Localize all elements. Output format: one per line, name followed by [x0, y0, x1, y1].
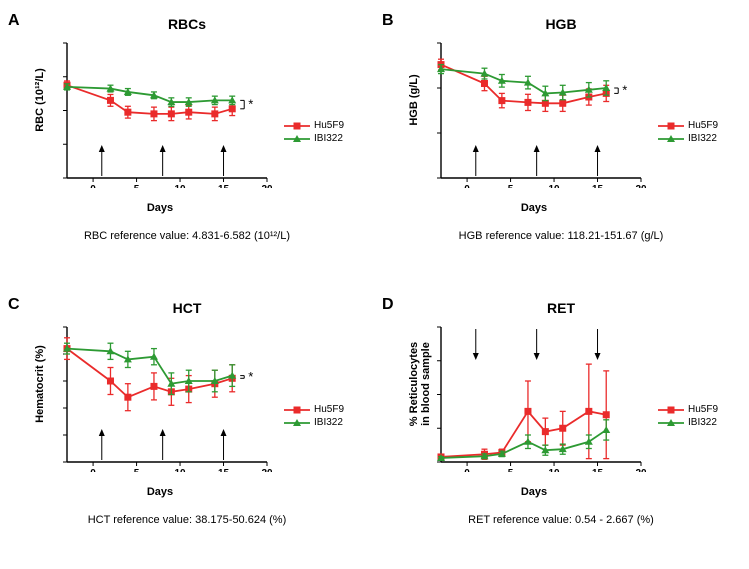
panel-b-chart: 05101520050100150* — [436, 38, 646, 188]
panel-c-title: HCT — [0, 300, 374, 316]
svg-text:20: 20 — [635, 184, 646, 188]
svg-text:15: 15 — [592, 184, 604, 188]
panel-a-xlabel: Days — [55, 202, 265, 214]
panel-a-legend: Hu5F9IBI322 — [284, 120, 344, 146]
panel-d-legend: Hu5F9IBI322 — [658, 404, 718, 430]
svg-text:*: * — [622, 83, 627, 98]
panel-c: C HCT 0510152001020304050* Hematocrit (%… — [0, 284, 374, 568]
svg-text:10: 10 — [548, 184, 560, 188]
svg-text:5: 5 — [508, 184, 514, 188]
panel-b-caption: HGB reference value: 118.21-151.67 (g/L) — [374, 230, 748, 242]
panel-b-ylabel: HGB (g/L) — [408, 40, 420, 160]
panel-c-caption: HCT reference value: 38.175-50.624 (%) — [0, 514, 374, 526]
panel-b-title: HGB — [374, 16, 748, 32]
svg-text:0: 0 — [90, 184, 96, 188]
svg-text:10: 10 — [174, 184, 186, 188]
panel-c-ylabel: Hematocrit (%) — [34, 324, 46, 444]
svg-text:15: 15 — [218, 184, 230, 188]
panel-b: B HGB 05101520050100150* HGB (g/L) Days … — [374, 0, 748, 284]
panel-a-ylabel: RBC (10¹²/L) — [34, 35, 46, 165]
svg-text:20: 20 — [261, 468, 272, 472]
panel-c-chart: 0510152001020304050* — [62, 322, 272, 472]
svg-text:0: 0 — [464, 468, 470, 472]
svg-text:20: 20 — [261, 184, 272, 188]
panel-d-xlabel: Days — [429, 486, 639, 498]
panel-d-caption: RET reference value: 0.54 - 2.667 (%) — [374, 514, 748, 526]
svg-text:*: * — [248, 369, 253, 384]
svg-text:10: 10 — [174, 468, 186, 472]
svg-text:15: 15 — [592, 468, 604, 472]
svg-text:0: 0 — [90, 468, 96, 472]
panel-a-chart: 0510152002468* — [62, 38, 272, 188]
panel-d-ylabel: % Reticulocytes in blood sample — [408, 314, 432, 454]
svg-text:5: 5 — [134, 184, 140, 188]
svg-text:20: 20 — [635, 468, 646, 472]
panel-a: A RBCs 0510152002468* RBC (10¹²/L) Days … — [0, 0, 374, 284]
panel-c-xlabel: Days — [55, 486, 265, 498]
svg-text:15: 15 — [218, 468, 230, 472]
svg-text:10: 10 — [548, 468, 560, 472]
panel-c-legend: Hu5F9IBI322 — [284, 404, 344, 430]
svg-text:5: 5 — [508, 468, 514, 472]
panel-d: D RET 05101520010203040 % Reticulocytes … — [374, 284, 748, 568]
svg-text:*: * — [248, 97, 253, 112]
panel-b-legend: Hu5F9IBI322 — [658, 120, 718, 146]
panel-d-chart: 05101520010203040 — [436, 322, 646, 472]
svg-text:5: 5 — [134, 468, 140, 472]
svg-text:0: 0 — [464, 184, 470, 188]
panel-b-xlabel: Days — [429, 202, 639, 214]
panel-a-title: RBCs — [0, 16, 374, 32]
panel-a-caption: RBC reference value: 4.831-6.582 (10¹²/L… — [0, 230, 374, 242]
